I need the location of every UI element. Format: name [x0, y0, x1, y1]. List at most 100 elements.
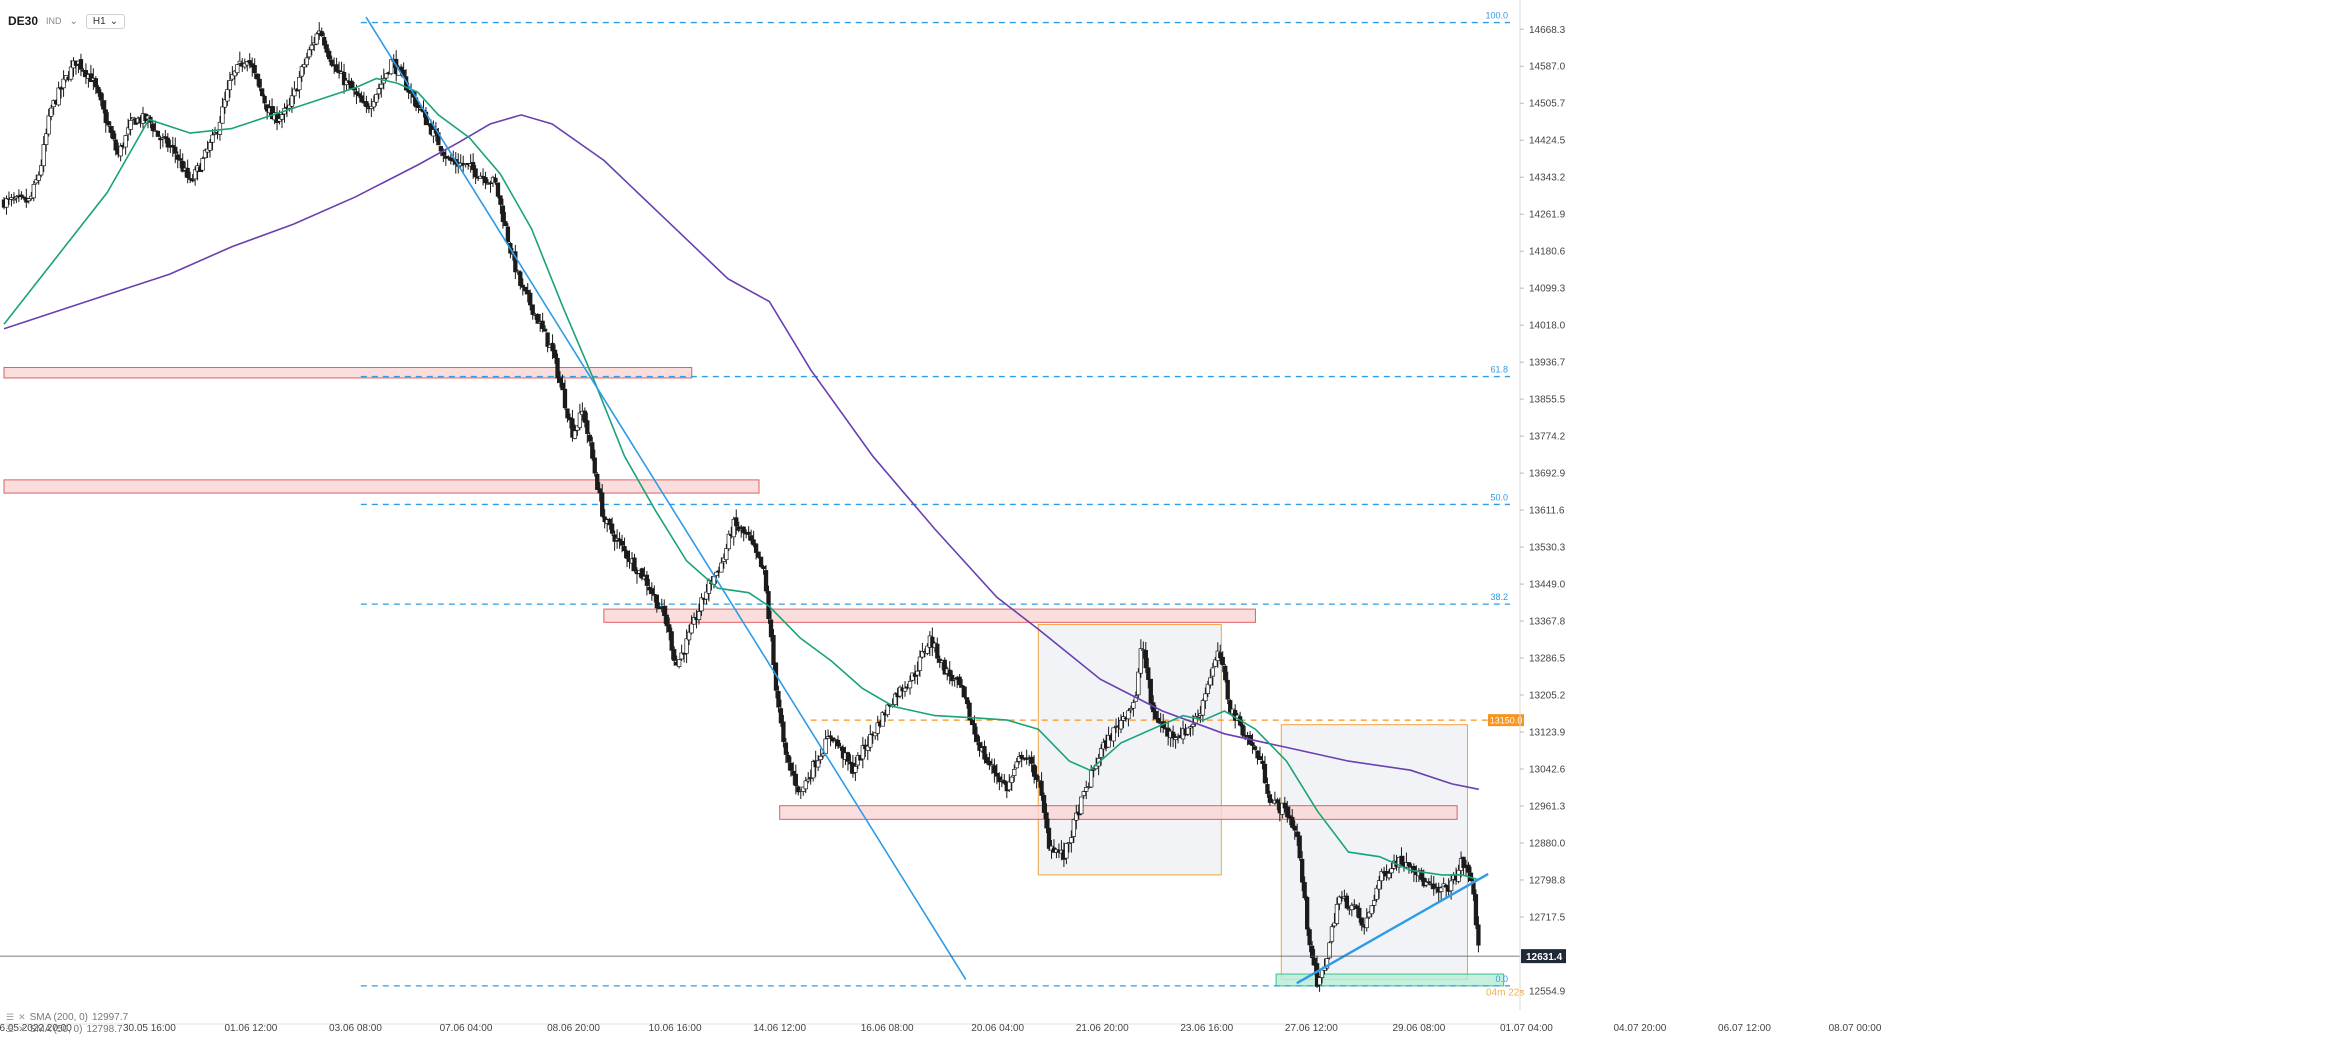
candle [791, 770, 796, 776]
candle [746, 531, 751, 535]
candle [644, 574, 650, 586]
candle [950, 674, 955, 682]
candle [262, 95, 267, 104]
candle [185, 167, 190, 179]
candle [379, 83, 384, 89]
candle [88, 73, 94, 83]
candle [523, 286, 528, 292]
candle [989, 764, 995, 767]
candle [1431, 883, 1436, 890]
candle [542, 328, 548, 332]
candle [1267, 794, 1273, 803]
candle [307, 49, 312, 58]
candle [1148, 678, 1153, 704]
candle [446, 156, 451, 159]
consolidation-box [1280, 724, 1468, 981]
y-tick-label: 14668.3 [1529, 25, 1566, 36]
trendline [1296, 872, 1489, 985]
candle [786, 754, 791, 763]
candle [930, 636, 935, 648]
candle [505, 226, 511, 243]
candle [1111, 727, 1116, 742]
candle [327, 50, 332, 60]
candle [1324, 958, 1330, 969]
candle [577, 412, 583, 429]
candle [1444, 884, 1449, 888]
candle [237, 60, 242, 64]
candle [188, 178, 193, 180]
candle [1282, 802, 1287, 809]
x-tick-label: 01.06 12:00 [225, 1023, 278, 1034]
legend-sma50-label: SMA (50, 0) [29, 1024, 83, 1035]
candle [753, 543, 759, 553]
candle [959, 685, 965, 688]
candle [1170, 731, 1176, 739]
fib-level-label: 50.0 [1490, 492, 1508, 502]
price-level-label: 13150.0 [1490, 716, 1523, 726]
candle [714, 571, 719, 576]
candle [691, 617, 697, 625]
candle [175, 154, 180, 160]
candle [783, 742, 789, 755]
x-tick-label: 01.07 04:00 [1500, 1023, 1553, 1034]
candle [93, 78, 98, 88]
candle [528, 292, 533, 306]
candle [257, 78, 262, 88]
candle [530, 304, 535, 315]
candle [1374, 887, 1379, 900]
candle [1141, 649, 1146, 651]
candle [686, 631, 692, 641]
candle [600, 492, 605, 517]
x-tick-label: 29.06 08:00 [1392, 1023, 1445, 1034]
y-tick-label: 14343.2 [1529, 173, 1566, 184]
chevron-down-icon[interactable]: ⌄ [69, 15, 78, 27]
y-tick-label: 13692.9 [1529, 469, 1566, 480]
candle [371, 101, 376, 108]
candle [806, 778, 811, 782]
candle [83, 70, 89, 78]
candle [58, 87, 64, 90]
candle [123, 135, 128, 148]
close-icon[interactable]: ✕ [18, 1012, 26, 1022]
candle [1173, 737, 1178, 741]
candle [1389, 868, 1394, 874]
candle [130, 116, 136, 120]
candle [493, 177, 498, 183]
candle [428, 123, 434, 135]
candle [602, 516, 607, 523]
candle [935, 643, 940, 659]
x-tick-label: 06.07 12:00 [1718, 1023, 1771, 1034]
candle [1218, 652, 1223, 659]
candle [1069, 837, 1074, 844]
candle [972, 723, 977, 735]
candle [776, 691, 781, 708]
candle [778, 708, 784, 724]
candle [964, 697, 970, 705]
candle [803, 780, 808, 790]
symbol-name[interactable]: DE30 [8, 14, 39, 28]
candle [160, 137, 166, 140]
y-tick-label: 12798.8 [1529, 875, 1566, 886]
candle [1064, 843, 1069, 859]
close-icon[interactable]: ✕ [18, 1024, 26, 1034]
candle [545, 332, 550, 347]
candle [4, 198, 9, 208]
candle [535, 313, 540, 324]
candle [967, 702, 972, 721]
candle [26, 198, 31, 202]
candle [768, 619, 774, 638]
candle [150, 123, 156, 132]
candle [1372, 900, 1377, 906]
timeframe-select[interactable]: H1 ⌄ [85, 13, 126, 29]
candle [1039, 780, 1044, 796]
candle [1200, 700, 1206, 716]
candle [1354, 905, 1359, 909]
legend-sma200[interactable]: ☰ ✕ SMA (200, 0) 12997.7 [6, 1012, 128, 1023]
eye-icon[interactable]: ☰ [6, 1012, 15, 1022]
y-tick-label: 14261.9 [1529, 210, 1566, 221]
legend-sma50[interactable]: ☰ ✕ SMA (50, 0) 12798.7 [6, 1024, 123, 1035]
candle [1275, 799, 1280, 804]
eye-icon[interactable]: ☰ [6, 1024, 15, 1034]
candle [1439, 887, 1444, 892]
